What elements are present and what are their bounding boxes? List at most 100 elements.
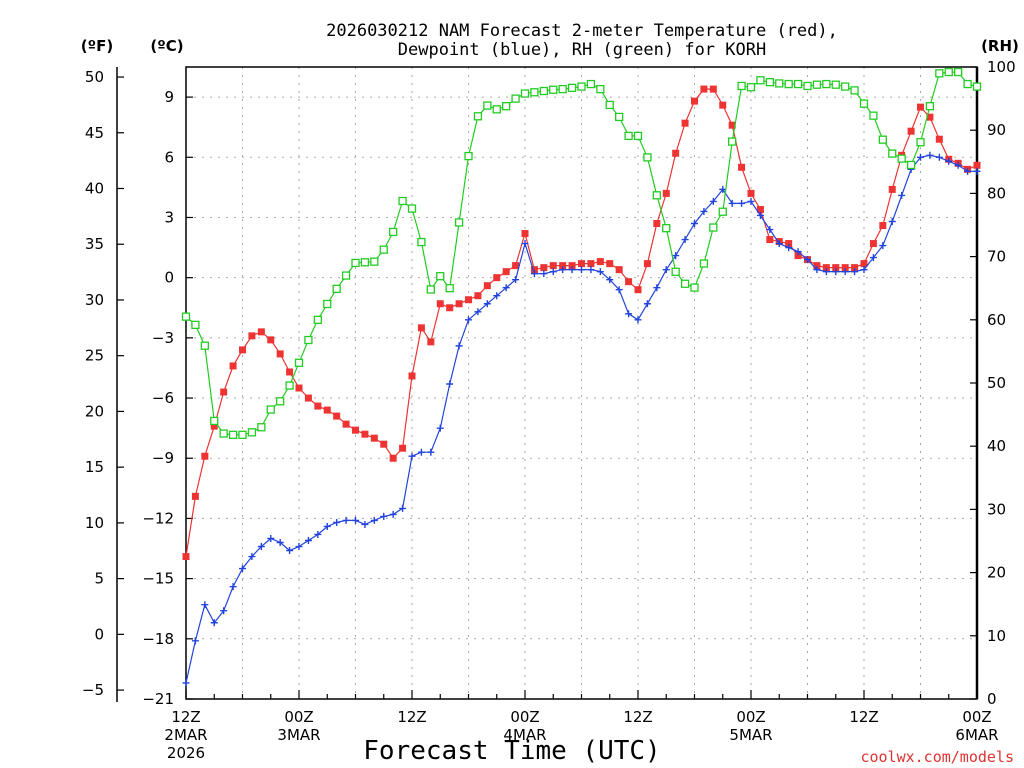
celsius-tick-label: −21 [142, 690, 174, 708]
dewpoint-point [455, 342, 463, 350]
rh-point [558, 84, 567, 94]
rh-tick-label: 0 [987, 690, 997, 708]
rh-point [944, 67, 953, 77]
fahrenheit-tick-label: 20 [85, 402, 104, 420]
temperature-point [832, 264, 840, 272]
temperature-point [841, 264, 849, 272]
temperature-point [653, 219, 661, 227]
x-tick-label: 3MAR [277, 726, 320, 744]
dewpoint-point [794, 248, 802, 256]
rh-point [313, 315, 322, 324]
dewpoint-point [399, 504, 407, 512]
dewpoint-point [380, 512, 388, 520]
temperature-point [257, 328, 265, 336]
rh-point [464, 151, 473, 161]
dewpoint-point [182, 679, 190, 687]
rh-point [341, 271, 351, 280]
temperature-point [917, 103, 924, 111]
dewpoint-point [493, 292, 501, 300]
rh-point [210, 416, 219, 426]
temperature-point [540, 264, 548, 272]
rh-tick-label: 100 [987, 58, 1016, 76]
dewpoint-point [483, 300, 491, 308]
x-tick-label: 00Z [510, 708, 539, 726]
rh-point [511, 94, 520, 103]
dewpoint-point [568, 266, 576, 274]
rh-point [935, 69, 944, 78]
dewpoint-point [389, 510, 397, 518]
dewpoint-point [229, 583, 237, 591]
rh-point [784, 79, 793, 89]
rh-point [398, 196, 407, 206]
temperature-point [191, 492, 199, 500]
dewpoint-point [625, 310, 633, 318]
dewpoint-point [869, 254, 877, 262]
fahrenheit-unit-label: (ºF) [81, 37, 113, 55]
dewpoint-point [832, 268, 840, 276]
rh-point [407, 204, 417, 213]
rh-point [699, 259, 709, 268]
celsius-tick-label: −15 [142, 570, 174, 588]
temperature-point [399, 444, 407, 452]
celsius-tick-label: 9 [164, 88, 174, 106]
dewpoint-point [304, 536, 312, 544]
rh-point [219, 429, 228, 438]
temperature-point [709, 85, 717, 93]
temperature-series-line [185, 88, 978, 557]
dewpoint-point [559, 266, 567, 274]
temperature-point [926, 113, 934, 121]
rh-point [831, 80, 840, 89]
rh-tick-label: 50 [987, 374, 1006, 392]
credit-text: coolwx.com/models [860, 748, 1014, 766]
dewpoint-point [596, 268, 604, 276]
dewpoint-point [888, 217, 896, 225]
rh-point [586, 79, 596, 89]
rh-point [728, 137, 737, 146]
rh-point [972, 82, 982, 91]
x-tick-label: 00Z [284, 708, 313, 726]
rh-point [662, 224, 671, 233]
rh-tick-label: 40 [987, 437, 1006, 455]
temperature-point [267, 336, 275, 344]
rh-point [276, 397, 285, 406]
rh-point [323, 299, 332, 309]
fahrenheit-tick-label: 10 [85, 514, 104, 532]
dewpoint-point [342, 516, 350, 524]
rh-point [850, 86, 859, 95]
x-tick-label: 6MAR [955, 726, 998, 744]
fahrenheit-tick-label: 5 [94, 570, 104, 588]
temperature-point [691, 97, 698, 105]
dewpoint-point [408, 452, 416, 460]
dewpoint-point [549, 268, 557, 276]
rh-point [765, 78, 774, 87]
dewpoint-point [465, 316, 472, 324]
dewpoint-point [370, 516, 378, 524]
rh-point [954, 67, 963, 77]
rh-point [436, 272, 445, 281]
rh-point [793, 79, 803, 89]
dewpoint-point [804, 256, 811, 264]
temperature-point [380, 440, 388, 448]
dewpoint-point [314, 530, 322, 538]
rh-point [502, 102, 511, 111]
temperature-point [210, 422, 218, 430]
dewpoint-point [352, 516, 359, 524]
temperature-point [352, 426, 359, 434]
dewpoint-point [709, 197, 717, 205]
temperature-point [869, 240, 877, 248]
rh-point [906, 160, 916, 170]
rh-point [530, 88, 539, 97]
fahrenheit-tick-label: 45 [85, 124, 104, 142]
rh-point [379, 245, 388, 254]
rh-point [869, 111, 878, 120]
temperature-point [549, 262, 557, 270]
temperature-point [606, 260, 614, 268]
temperature-point [530, 266, 538, 274]
temperature-point [239, 346, 246, 354]
rh-point [247, 428, 257, 437]
rh-point [643, 153, 652, 162]
rh-point [492, 105, 501, 114]
dewpoint-point [276, 539, 284, 547]
temperature-point [578, 260, 585, 268]
temperature-point [333, 412, 341, 420]
